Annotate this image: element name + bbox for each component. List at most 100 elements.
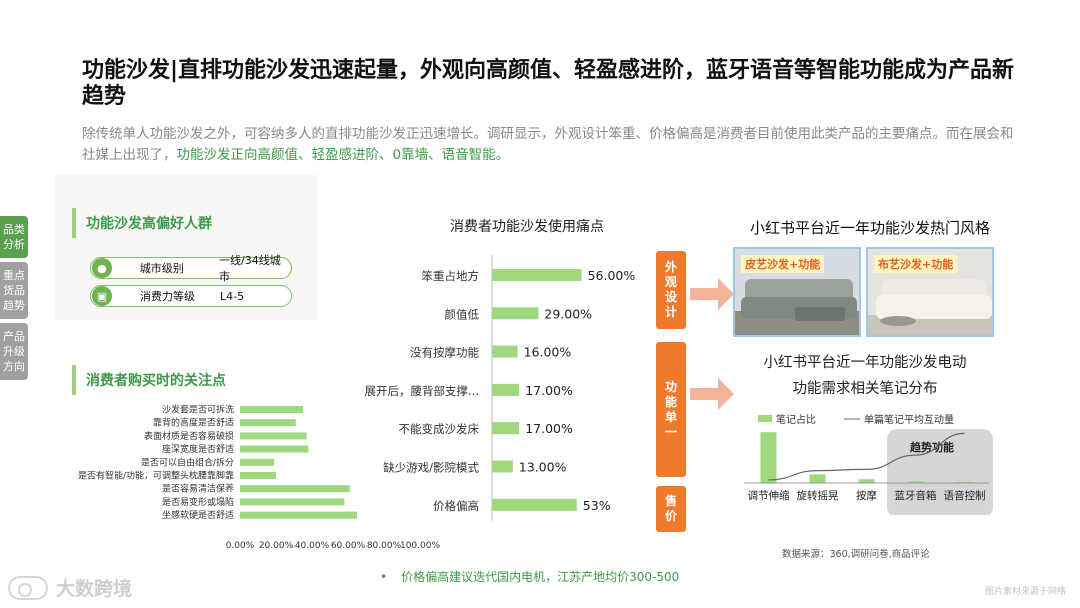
photo-label: 布艺沙发+功能	[874, 255, 958, 273]
leather-sofa-image	[735, 249, 859, 335]
concern-bar	[240, 432, 307, 440]
audience-row-value: 一线/34线城市	[219, 254, 281, 283]
arrow-shape	[690, 378, 734, 410]
legend-label-bar: 笔记占比	[776, 413, 816, 426]
concern-category-label: 是否可以自由组合/拆分	[141, 456, 234, 468]
audience-row-label: 消费力等级	[140, 290, 195, 303]
logo-mark-icon	[8, 575, 48, 600]
footer-note-text: 价格偏高建议迭代国内电机，江苏产地均价300-500	[401, 570, 680, 584]
tag-appearance-design: 外观设计	[656, 251, 686, 329]
audience-row-spending: ▣ 消费力等级 L4-5	[90, 285, 292, 307]
pain-value-label: 17.00%	[525, 421, 573, 436]
subtitle-text: 除传统单人功能沙发之外，可容纳多人的直排功能沙发正迅速增长。调研显示，外观设计笨…	[82, 126, 1014, 163]
pain-category-label: 展开后，腰背部支撑...	[365, 384, 479, 398]
pain-chart-title: 消费者功能沙发使用痛点	[450, 218, 604, 235]
pain-value-label: 16.00%	[524, 345, 572, 360]
concern-bar	[240, 511, 357, 519]
pain-value-label: 56.00%	[588, 268, 636, 283]
func-bar	[956, 481, 973, 483]
concern-bar	[240, 498, 345, 506]
pain-bar	[492, 460, 513, 473]
concern-category-label: 坐感软硬是否舒适	[162, 509, 234, 521]
logo-text: 大数跨境	[56, 578, 133, 600]
func-interaction-line	[768, 432, 965, 481]
side-tab-key-products[interactable]: 重点货品趋势	[0, 262, 28, 319]
pain-bar	[492, 498, 577, 511]
func-chart-title: 功能需求相关笔记分布	[793, 380, 938, 397]
pain-value-label: 53%	[583, 498, 611, 513]
concern-tick-label: 0.00%	[226, 541, 255, 551]
pain-value-label: 17.00%	[525, 383, 573, 398]
func-category-label: 语音控制	[944, 489, 986, 502]
concern-bar	[240, 472, 276, 479]
concern-category-label: 靠背的高度是否舒适	[153, 417, 234, 429]
pain-bar	[492, 383, 520, 396]
concern-category-label: 表面材质是否容易破损	[144, 430, 234, 442]
concern-category-label: 沙发套是否可拆洗	[162, 404, 234, 416]
concern-category-label: 是否容易清洁保养	[162, 483, 234, 495]
pain-bar	[492, 422, 520, 435]
heading-accent-bar	[72, 208, 76, 238]
func-bar	[858, 479, 875, 483]
pain-category-label: 价格偏高	[433, 499, 479, 513]
audience-heading-text: 功能沙发高偏好人群	[86, 216, 212, 232]
pain-bar	[492, 345, 518, 358]
concern-heading-text: 消费者购买时的关注点	[86, 373, 226, 389]
page-title: 功能沙发|直排功能沙发迅速起量，外观向高颜值、轻盈感进阶，蓝牙语音等智能功能成为…	[82, 58, 1015, 109]
image-credit: 图片素材来源于网络	[984, 587, 1066, 597]
func-category-label: 按摩	[856, 489, 877, 502]
concern-bar	[240, 419, 296, 427]
audience-row-city: ● 城市级别 一线/34线城市	[90, 254, 292, 283]
func-category-label: 旋转摇晃	[797, 489, 839, 502]
concern-bar	[240, 445, 309, 453]
footer-note: • 价格偏高建议迭代国内电机，江苏产地均价300-500	[380, 568, 679, 585]
concern-bar	[240, 458, 275, 466]
pain-category-label: 缺少游戏/影院模式	[383, 461, 479, 475]
concern-category-label: 是否有智能/功能，可调整头枕腰靠脚靠	[78, 470, 234, 482]
concern-tick-label: 100.00%	[400, 541, 440, 551]
pain-bar	[492, 307, 539, 320]
tag-single-function: 功能单一	[656, 342, 686, 477]
concern-heading: 消费者购买时的关注点	[72, 365, 226, 395]
concern-bar-chart: 沙发套是否可拆洗靠背的高度是否舒适表面材质是否容易破损座深宽度是否舒适是否可以自…	[78, 404, 441, 552]
xhs-style-title: 小红书平台近一年功能沙发热门风格	[749, 219, 990, 237]
pain-category-label: 颜值低	[445, 307, 480, 321]
audience-heading: 功能沙发高偏好人群	[72, 208, 212, 238]
subtitle-highlight: 功能沙发正向高颜值、轻盈感进阶、0靠墙、语音智能。	[176, 147, 510, 163]
audience-row-value: L4-5	[220, 289, 245, 303]
side-tabs: 品类分析 重点货品趋势 产品升级方向	[0, 216, 28, 384]
side-tab-category-analysis[interactable]: 品类分析	[0, 216, 28, 258]
arrows	[690, 278, 734, 410]
bullet-icon: •	[380, 570, 388, 584]
func-bar	[907, 481, 924, 483]
pain-value-label: 13.00%	[519, 460, 567, 475]
concern-category-label: 座深宽度是否舒适	[162, 443, 234, 455]
concern-tick-label: 40.00%	[295, 541, 330, 551]
page-subtitle: 除传统单人功能沙发之外，可容纳多人的直排功能沙发正迅速增长。调研显示，外观设计笨…	[82, 124, 1022, 166]
audience-row-label: 城市级别	[139, 262, 184, 275]
func-category-label: 蓝牙音箱	[895, 489, 937, 502]
arrow-shape	[690, 278, 734, 310]
pain-category-label: 不能变成沙发床	[399, 422, 480, 436]
photo-fabric-sofa: 布艺沙发+功能	[866, 247, 994, 337]
wallet-icon: ▣	[92, 286, 112, 306]
pain-bar	[492, 269, 582, 281]
concern-category-label: 是否易变形或塌陷	[162, 496, 234, 508]
heading-accent-bar	[72, 365, 76, 395]
concern-bar	[240, 485, 350, 493]
pain-category-label: 笨重占地方	[422, 269, 480, 283]
trend-annotation: 趋势功能	[910, 440, 954, 454]
legend-swatch-bar	[758, 415, 772, 422]
person-icon: ●	[92, 258, 112, 278]
func-bar	[760, 432, 777, 483]
pain-category-label: 没有按摩功能	[410, 346, 479, 360]
pain-value-label: 29.00%	[544, 306, 592, 321]
func-bar	[809, 474, 826, 483]
photo-label: 皮艺沙发+功能	[741, 255, 825, 273]
concern-tick-label: 80.00%	[367, 541, 402, 551]
side-tab-upgrade-direction[interactable]: 产品升级方向	[0, 323, 28, 380]
func-category-label: 调节伸缩	[748, 489, 790, 502]
concern-tick-label: 20.00%	[259, 541, 294, 551]
